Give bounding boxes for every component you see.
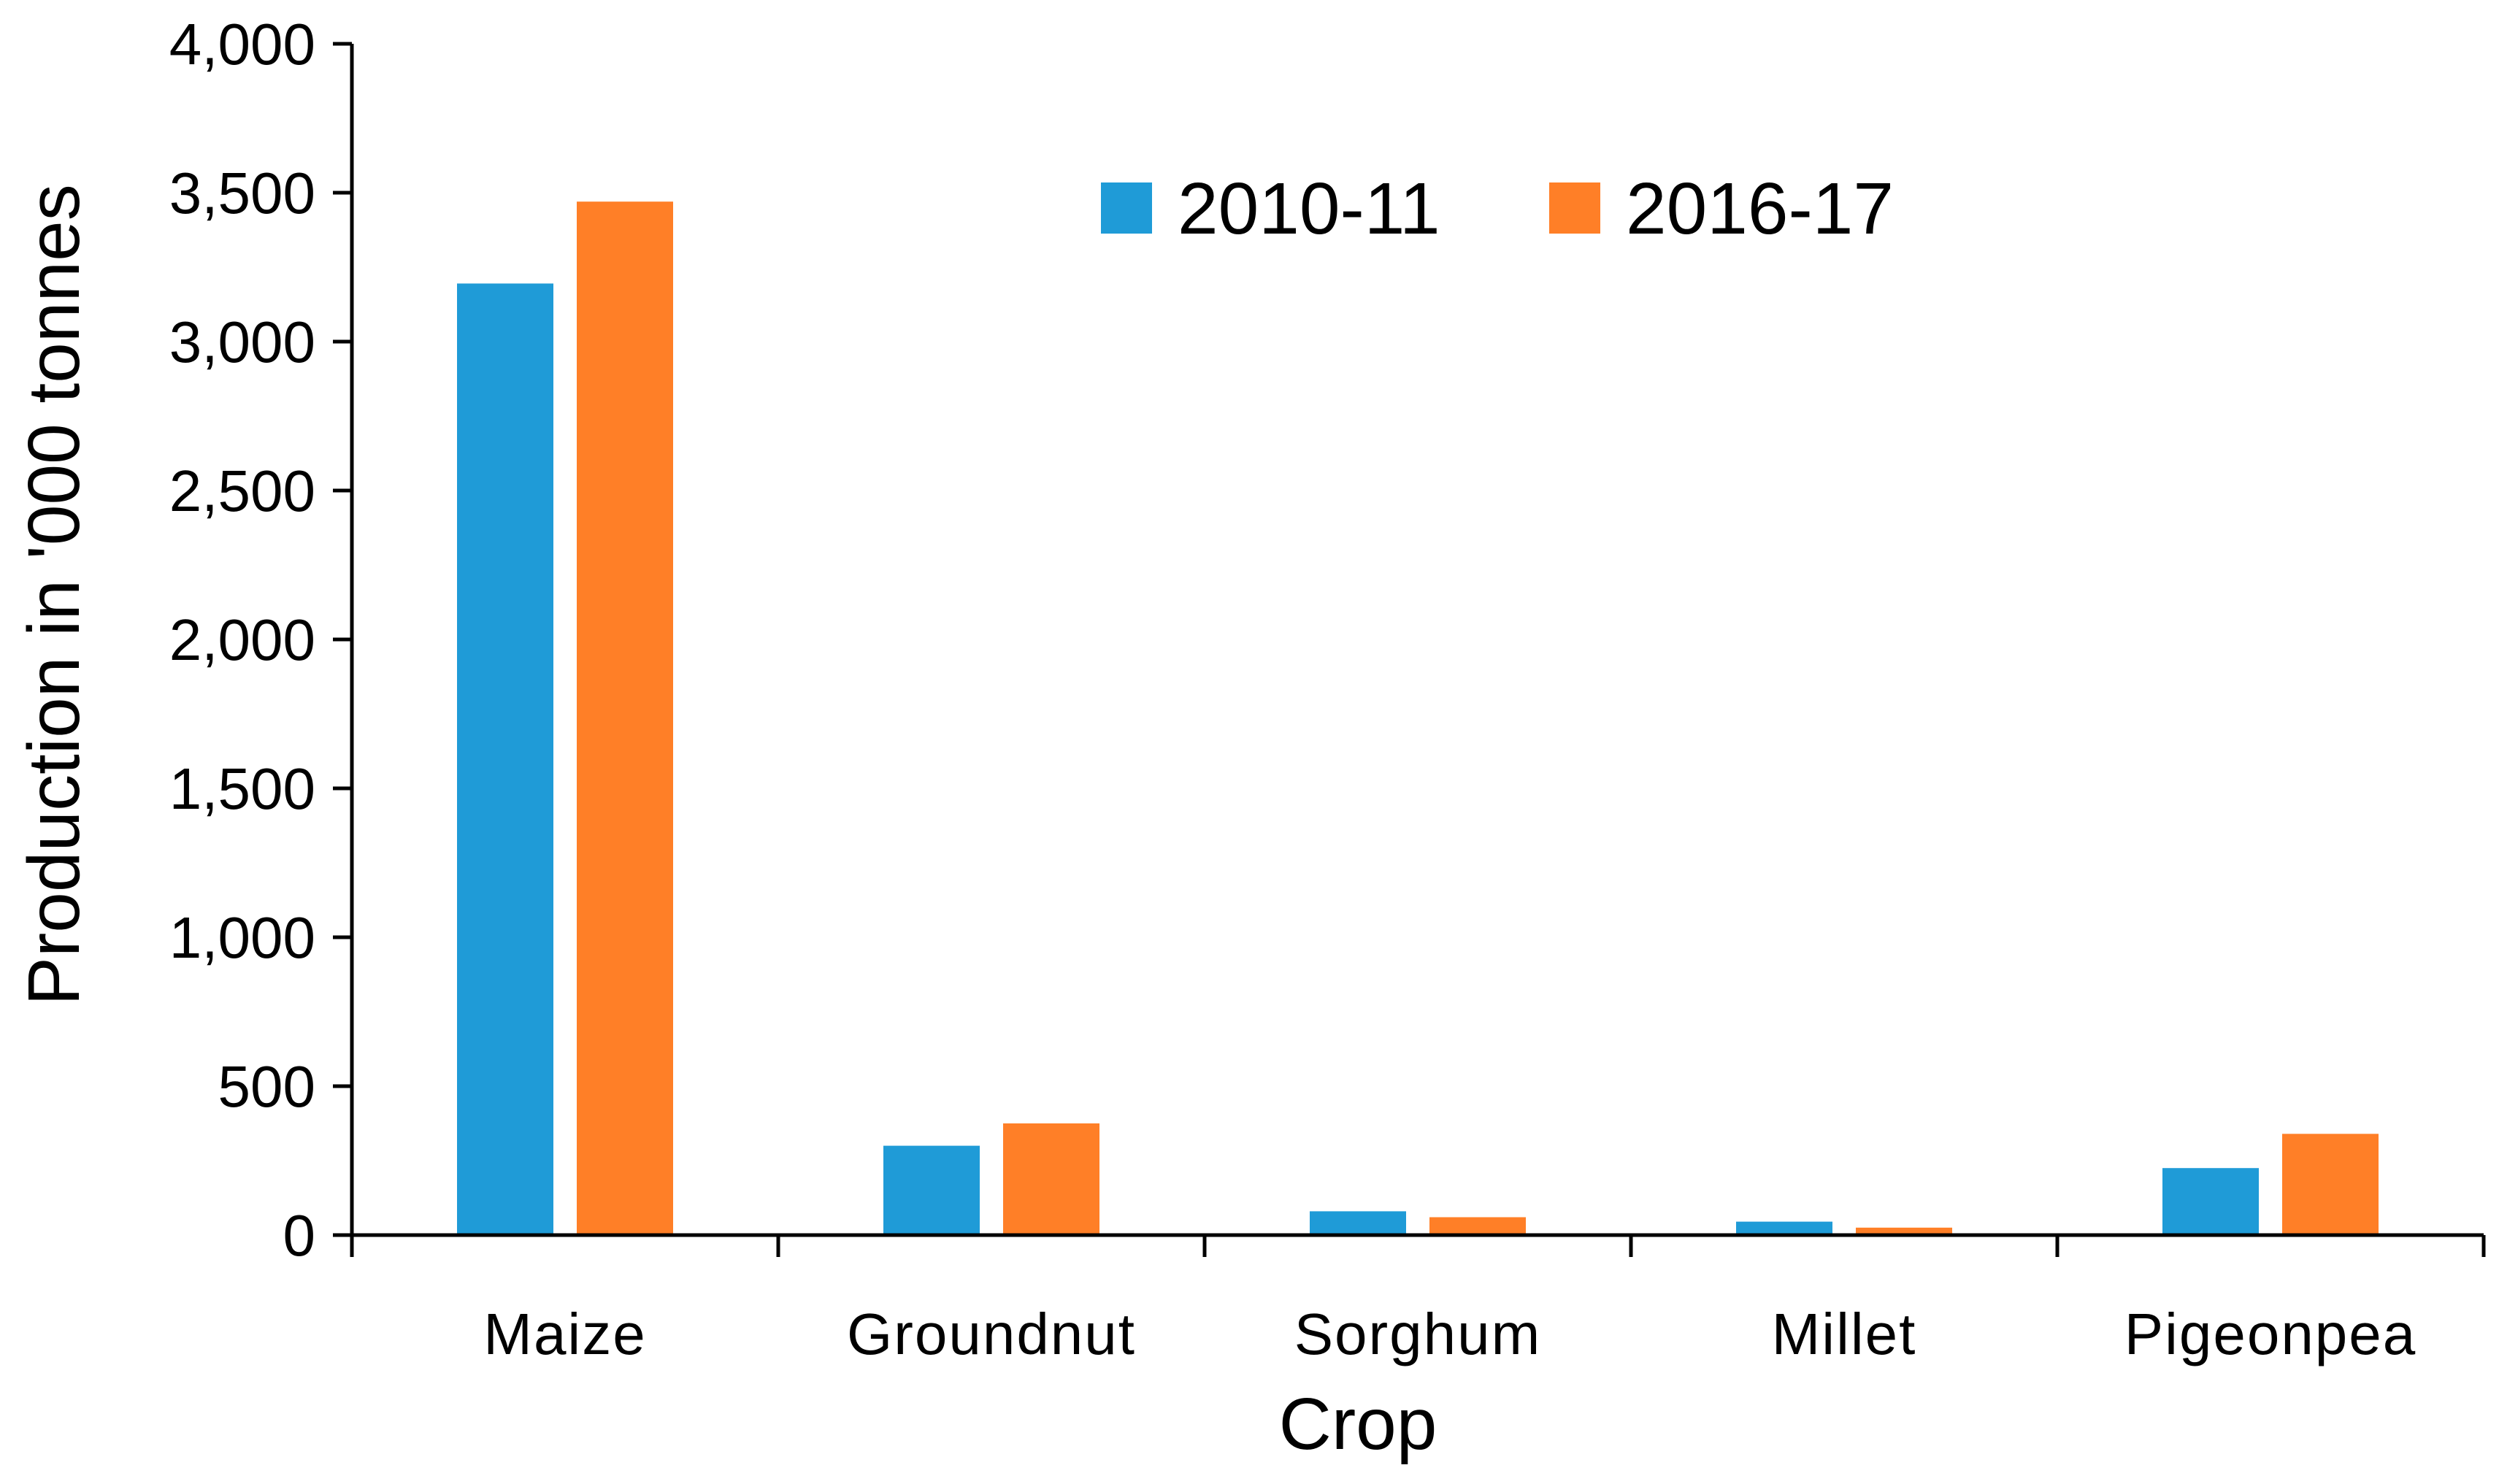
bar-maize-2010-11 — [457, 283, 553, 1235]
bar-groundnut-2010-11 — [883, 1145, 980, 1235]
legend: 2010-11 2016-17 — [1101, 168, 1894, 250]
y-tick-label: 2,000 — [169, 607, 315, 672]
y-tick-label: 3,500 — [169, 161, 315, 226]
bar-groundnut-2016-17 — [1003, 1123, 1099, 1235]
axes-layer: Maize Groundnut Sorghum Millet Pigeonpea 0 500… — [169, 12, 2486, 1366]
x-axis-title: Crop — [1279, 1383, 1437, 1465]
y-axis-title: Production in '000 tonnes — [13, 184, 95, 1005]
y-tick-label: 1,500 — [169, 756, 315, 821]
legend-label-2010-11: 2010-11 — [1178, 168, 1440, 250]
y-tick-label: 4,000 — [169, 12, 315, 77]
bar-millet-2016-17 — [1856, 1227, 1952, 1235]
bar-millet-2010-11 — [1736, 1221, 1832, 1235]
bar-pigeonpea-2016-17 — [2282, 1134, 2379, 1235]
bar-sorghum-2010-11 — [1310, 1211, 1406, 1235]
legend-swatch-2010-11 — [1101, 182, 1152, 234]
bar-pigeonpea-2010-11 — [2162, 1168, 2259, 1235]
x-tick-label-millet: Millet — [1772, 1302, 1917, 1366]
y-tick-label: 0 — [283, 1203, 316, 1268]
bar-sorghum-2016-17 — [1429, 1217, 1526, 1235]
x-tick-label-groundnut: Groundnut — [847, 1302, 1136, 1366]
legend-label-2016-17: 2016-17 — [1626, 168, 1894, 250]
y-tick-label: 3,000 — [169, 310, 315, 374]
legend-swatch-2016-17 — [1549, 182, 1600, 234]
x-tick-label-pigeonpea: Pigeonpea — [2124, 1302, 2417, 1366]
y-tick-label: 2,500 — [169, 458, 315, 523]
x-tick-label-sorghum: Sorghum — [1294, 1302, 1542, 1366]
bar-maize-2016-17 — [577, 201, 673, 1236]
bars-layer — [457, 201, 2379, 1236]
y-tick-label: 500 — [218, 1054, 315, 1119]
y-tick-label: 1,000 — [169, 905, 315, 970]
x-tick-label-maize: Maize — [483, 1302, 646, 1366]
